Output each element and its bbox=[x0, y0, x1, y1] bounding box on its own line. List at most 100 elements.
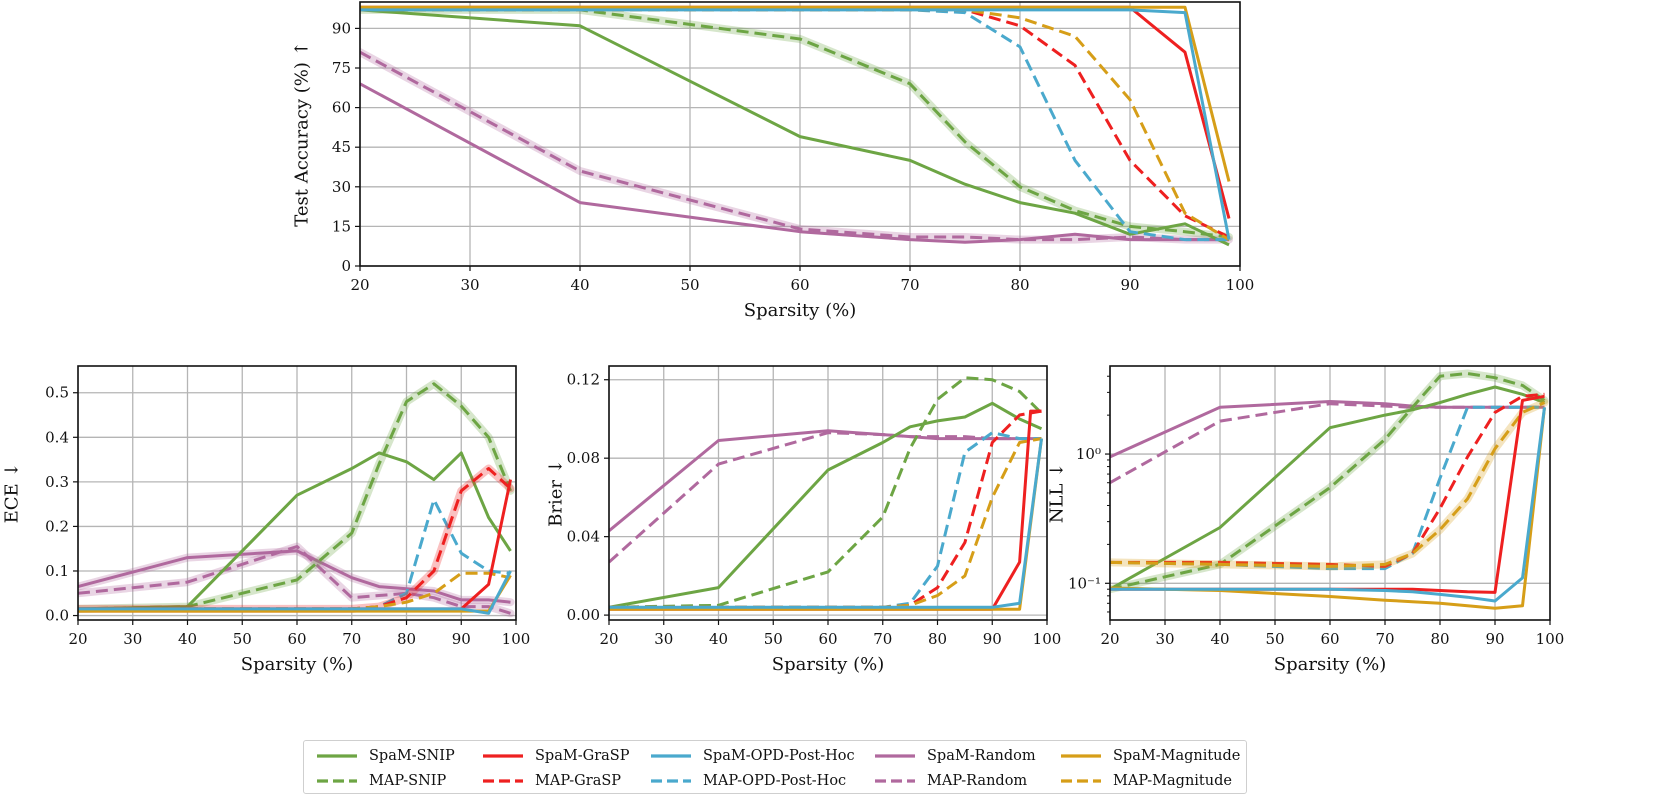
series-line-spam-opd-post-hoc bbox=[609, 438, 1043, 609]
series-line-spam-opd-post-hoc bbox=[360, 8, 1231, 240]
series-line-map-magnitude bbox=[609, 437, 1042, 609]
y-tick-label: 0 bbox=[341, 257, 351, 275]
legend-column-opd: SpaM-OPD-Post-Hoc MAP-OPD-Post-Hoc bbox=[650, 743, 855, 793]
brier-grid bbox=[608, 366, 1048, 620]
series-line-map-opd-post-hoc bbox=[609, 431, 1042, 609]
legend-swatch bbox=[875, 778, 915, 783]
x-tick-label: 40 bbox=[178, 630, 197, 648]
x-tick-label: 20 bbox=[599, 630, 618, 648]
legend-label: SpaM-OPD-Post-Hoc bbox=[703, 747, 855, 764]
x-tick-label: 60 bbox=[790, 276, 809, 294]
legend-swatch bbox=[483, 778, 523, 783]
x-tick-label: 30 bbox=[1155, 630, 1174, 648]
x-tick-label: 90 bbox=[1485, 630, 1504, 648]
x-tick-label: 70 bbox=[900, 276, 919, 294]
legend-label: MAP-SNIP bbox=[369, 772, 447, 789]
x-tick-label: 30 bbox=[123, 630, 142, 648]
legend-swatch bbox=[1061, 753, 1101, 758]
x-tick-label: 70 bbox=[873, 630, 892, 648]
accuracy-y-axis-label: Test Accuracy (%) ↑ bbox=[292, 41, 313, 226]
legend-label: MAP-GraSP bbox=[535, 772, 622, 789]
ece-x-axis-label: Sparsity (%) bbox=[241, 654, 353, 675]
series-line-spam-snip bbox=[360, 8, 1230, 247]
series-line-map-grasp bbox=[609, 409, 1042, 609]
legend-item-spam-opd-post-hoc: SpaM-OPD-Post-Hoc bbox=[650, 743, 855, 768]
x-tick-label: 20 bbox=[68, 630, 87, 648]
x-tick-label: 30 bbox=[654, 630, 673, 648]
x-tick-label: 100 bbox=[1226, 276, 1255, 294]
nll-chart: 20 30 40 50 60 70 80 90 100 10⁻¹ 10⁰ Sparsity (%) NL… bbox=[1047, 365, 1565, 675]
series-line-spam-random bbox=[78, 549, 511, 604]
x-tick-label: 100 bbox=[1536, 630, 1565, 648]
x-tick-label: 20 bbox=[1100, 630, 1119, 648]
y-tick-label: 0.3 bbox=[45, 473, 69, 491]
series-line-map-snip bbox=[78, 382, 512, 611]
legend-swatch bbox=[651, 753, 691, 758]
x-tick-label: 60 bbox=[287, 630, 306, 648]
y-tick-label: 15 bbox=[332, 217, 351, 235]
y-tick-label: 0.4 bbox=[45, 428, 69, 446]
x-tick-label: 20 bbox=[350, 276, 369, 294]
y-tick-label: 45 bbox=[332, 138, 351, 156]
x-tick-label: 60 bbox=[1320, 630, 1339, 648]
y-tick-label: 75 bbox=[332, 59, 351, 77]
legend-swatch bbox=[483, 753, 523, 758]
brier-chart: 20 30 40 50 60 70 80 90 100 0.00 0.04 0.08 0.12 Spars… bbox=[546, 365, 1062, 675]
legend-item-spam-magnitude: SpaM-Magnitude bbox=[1060, 743, 1240, 768]
ece-series bbox=[78, 379, 515, 618]
y-tick-label: 0.1 bbox=[45, 562, 69, 580]
legend-swatch bbox=[317, 778, 357, 783]
series-band-map-random bbox=[360, 48, 1233, 244]
legend-swatch bbox=[875, 753, 915, 758]
series-line-spam-snip bbox=[78, 451, 512, 611]
series-line-spam-random bbox=[360, 82, 1229, 244]
series-line-map-magnitude bbox=[1110, 401, 1546, 568]
x-tick-label: 100 bbox=[1033, 630, 1062, 648]
x-tick-label: 80 bbox=[1010, 276, 1029, 294]
x-tick-label: 80 bbox=[928, 630, 947, 648]
nll-y-axis-label: NLL ↓ bbox=[1047, 463, 1068, 523]
x-tick-label: 60 bbox=[818, 630, 837, 648]
y-tick-label: 90 bbox=[332, 19, 351, 37]
legend-label: SpaM-GraSP bbox=[535, 747, 630, 764]
series-line-spam-magnitude bbox=[360, 5, 1231, 182]
series-line-map-random bbox=[360, 50, 1229, 242]
series-line-map-snip bbox=[1110, 372, 1546, 591]
y-tick-label: 0.08 bbox=[567, 449, 600, 467]
y-tick-label: 60 bbox=[332, 99, 351, 117]
x-tick-label: 90 bbox=[983, 630, 1002, 648]
x-tick-label: 50 bbox=[764, 630, 783, 648]
x-tick-label: 100 bbox=[502, 630, 531, 648]
y-tick-label: 30 bbox=[332, 178, 351, 196]
x-tick-label: 40 bbox=[570, 276, 589, 294]
x-tick-label: 40 bbox=[1210, 630, 1229, 648]
series-line-spam-random bbox=[609, 429, 1042, 532]
legend-item-spam-grasp: SpaM-GraSP bbox=[482, 743, 629, 768]
series-line-map-random bbox=[78, 545, 511, 615]
brier-series bbox=[609, 376, 1043, 611]
y-tick-label: 0.00 bbox=[567, 606, 600, 624]
legend-swatch bbox=[651, 778, 691, 783]
series-line-spam-magnitude bbox=[609, 438, 1043, 611]
legend-item-map-snip: MAP-SNIP bbox=[316, 768, 455, 793]
legend-item-spam-snip: SpaM-SNIP bbox=[316, 743, 455, 768]
y-tick-label: 0.2 bbox=[45, 517, 69, 535]
accuracy-series bbox=[360, 5, 1233, 247]
legend-column-snip: SpaM-SNIP MAP-SNIP bbox=[316, 743, 455, 793]
legend-label: SpaM-SNIP bbox=[369, 747, 455, 764]
series-line-spam-opd-post-hoc bbox=[1110, 407, 1546, 603]
ece-y-axis-label: ECE ↓ bbox=[2, 463, 23, 524]
brier-x-axis-label: Sparsity (%) bbox=[772, 654, 884, 675]
x-tick-label: 70 bbox=[1375, 630, 1394, 648]
y-tick-label: 0.5 bbox=[45, 384, 69, 402]
legend-item-spam-random: SpaM-Random bbox=[874, 743, 1036, 768]
y-tick-label: 0.0 bbox=[45, 607, 69, 625]
nll-x-axis-label: Sparsity (%) bbox=[1274, 654, 1386, 675]
series-line-spam-opd-post-hoc bbox=[78, 570, 512, 615]
series-line-spam-snip bbox=[609, 401, 1043, 609]
x-tick-label: 80 bbox=[1430, 630, 1449, 648]
x-tick-label: 40 bbox=[709, 630, 728, 648]
legend-column-random: SpaM-Random MAP-Random bbox=[874, 743, 1036, 793]
ece-chart: 20 30 40 50 60 70 80 90 100 0.0 0.1 0.2 0.3 0.4 0.5 Spa… bbox=[2, 365, 531, 675]
